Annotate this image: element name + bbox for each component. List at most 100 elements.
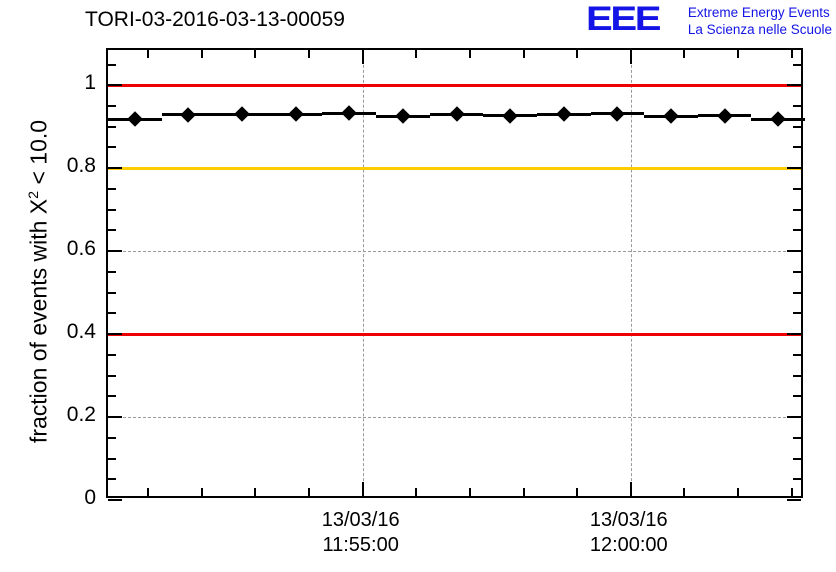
- data-point-marker: [663, 108, 679, 125]
- y-tick-label: 0.6: [66, 237, 96, 261]
- y-tick: [108, 187, 116, 190]
- x-gridline: [362, 50, 364, 496]
- y-tick: [108, 270, 116, 273]
- x-tick-top: [468, 50, 471, 58]
- eee-logo: EEE Extreme Energy Events La Scienza nel…: [586, 2, 832, 38]
- y-tick: [108, 457, 116, 460]
- eee-logo-text: Extreme Energy Events La Scienza nelle S…: [688, 2, 832, 38]
- y-tick-right: [787, 499, 801, 501]
- y-tick-right: [793, 270, 801, 273]
- data-point-marker: [448, 106, 465, 123]
- x-tick-top: [308, 50, 311, 58]
- data-point-marker: [770, 111, 786, 128]
- y-tick-right: [793, 374, 801, 377]
- y-tick-label: 0.8: [66, 154, 96, 178]
- x-tick: [790, 488, 793, 496]
- x-tick: [415, 488, 418, 496]
- x-gridline: [630, 50, 632, 496]
- y-tick-right: [793, 125, 801, 128]
- data-point-marker: [716, 107, 733, 124]
- y-tick-label: 1: [84, 71, 96, 95]
- y-tick-right: [793, 478, 801, 481]
- y-tick: [108, 312, 116, 315]
- y-tick-right: [793, 457, 801, 460]
- x-tick-label-date: 13/03/16: [321, 509, 400, 531]
- data-point-marker: [502, 108, 518, 124]
- y-tick: [108, 104, 116, 107]
- y-tick-right: [793, 63, 801, 66]
- y-tick-right: [793, 104, 801, 107]
- y-tick: [108, 167, 122, 170]
- y-tick-right: [787, 333, 801, 336]
- x-tick-label-date: 13/03/16: [589, 509, 668, 531]
- data-point-marker: [287, 106, 304, 123]
- x-tick: [522, 488, 525, 496]
- y-tick-right: [793, 312, 801, 315]
- y-tick: [108, 63, 116, 66]
- y-tick: [108, 291, 116, 294]
- data-point-marker: [609, 106, 626, 122]
- x-tick-top: [576, 50, 579, 58]
- data-point-marker: [234, 106, 250, 123]
- x-tick: [254, 488, 257, 496]
- y-tick: [108, 416, 122, 419]
- plot-area: [106, 48, 805, 501]
- y-tick-right: [793, 187, 801, 190]
- data-point-marker: [395, 108, 411, 125]
- reference-line-lower-red-limit: [108, 332, 801, 336]
- x-tick-top: [361, 50, 364, 64]
- y-tick-right: [793, 353, 801, 356]
- y-tick-right: [787, 250, 801, 253]
- y-tick: [108, 499, 122, 501]
- x-tick-top: [147, 50, 150, 58]
- y-tick: [108, 229, 116, 232]
- page-title: TORI-03-2016-03-13-00059: [85, 8, 345, 31]
- data-point-marker: [341, 105, 358, 122]
- y-tick-right: [793, 395, 801, 398]
- x-tick: [147, 488, 150, 496]
- y-tick: [108, 208, 116, 211]
- data-point-marker: [555, 106, 572, 123]
- x-tick-top: [790, 50, 793, 58]
- y-tick-right: [793, 436, 801, 439]
- reference-line-upper-red-limit: [108, 83, 801, 87]
- x-tick-top: [522, 50, 525, 58]
- x-tick: [629, 482, 632, 496]
- y-tick: [108, 374, 116, 377]
- y-tick-right: [787, 84, 801, 87]
- y-tick-right: [787, 416, 801, 419]
- x-tick-top: [683, 50, 686, 58]
- y-tick-right: [793, 229, 801, 232]
- x-tick-label: 13/03/16 11:55:00: [322, 508, 400, 558]
- x-tick-top: [736, 50, 739, 58]
- y-gridline: [108, 251, 801, 253]
- x-tick: [200, 488, 203, 496]
- x-tick-top: [415, 50, 418, 58]
- y-tick: [108, 125, 116, 128]
- y-tick: [108, 395, 116, 398]
- x-tick-label-time: 11:55:00: [322, 534, 399, 556]
- eee-logo-line2: La Scienza nelle Scuole: [687, 22, 832, 37]
- eee-logo-line1: Extreme Energy Events: [687, 5, 830, 20]
- y-gridline: [108, 417, 801, 419]
- x-tick: [468, 488, 471, 496]
- y-tick: [108, 250, 122, 253]
- y-tick: [108, 333, 122, 336]
- x-tick-top: [254, 50, 257, 58]
- data-point-marker: [127, 111, 143, 128]
- y-tick-label: 0: [84, 486, 96, 509]
- x-tick-top: [200, 50, 203, 58]
- x-tick: [308, 488, 311, 496]
- y-tick-right: [793, 291, 801, 294]
- y-tick-label: 0.2: [66, 403, 96, 427]
- y-tick: [108, 478, 116, 481]
- y-tick-label: 0.4: [66, 320, 96, 344]
- x-tick: [361, 482, 364, 496]
- y-tick: [108, 84, 122, 87]
- x-tick: [576, 488, 579, 496]
- x-tick-label-time: 12:00:00: [589, 534, 668, 556]
- x-tick-label: 13/03/16 12:00:00: [590, 508, 668, 558]
- x-tick-top: [629, 50, 632, 64]
- data-point-marker: [180, 106, 197, 123]
